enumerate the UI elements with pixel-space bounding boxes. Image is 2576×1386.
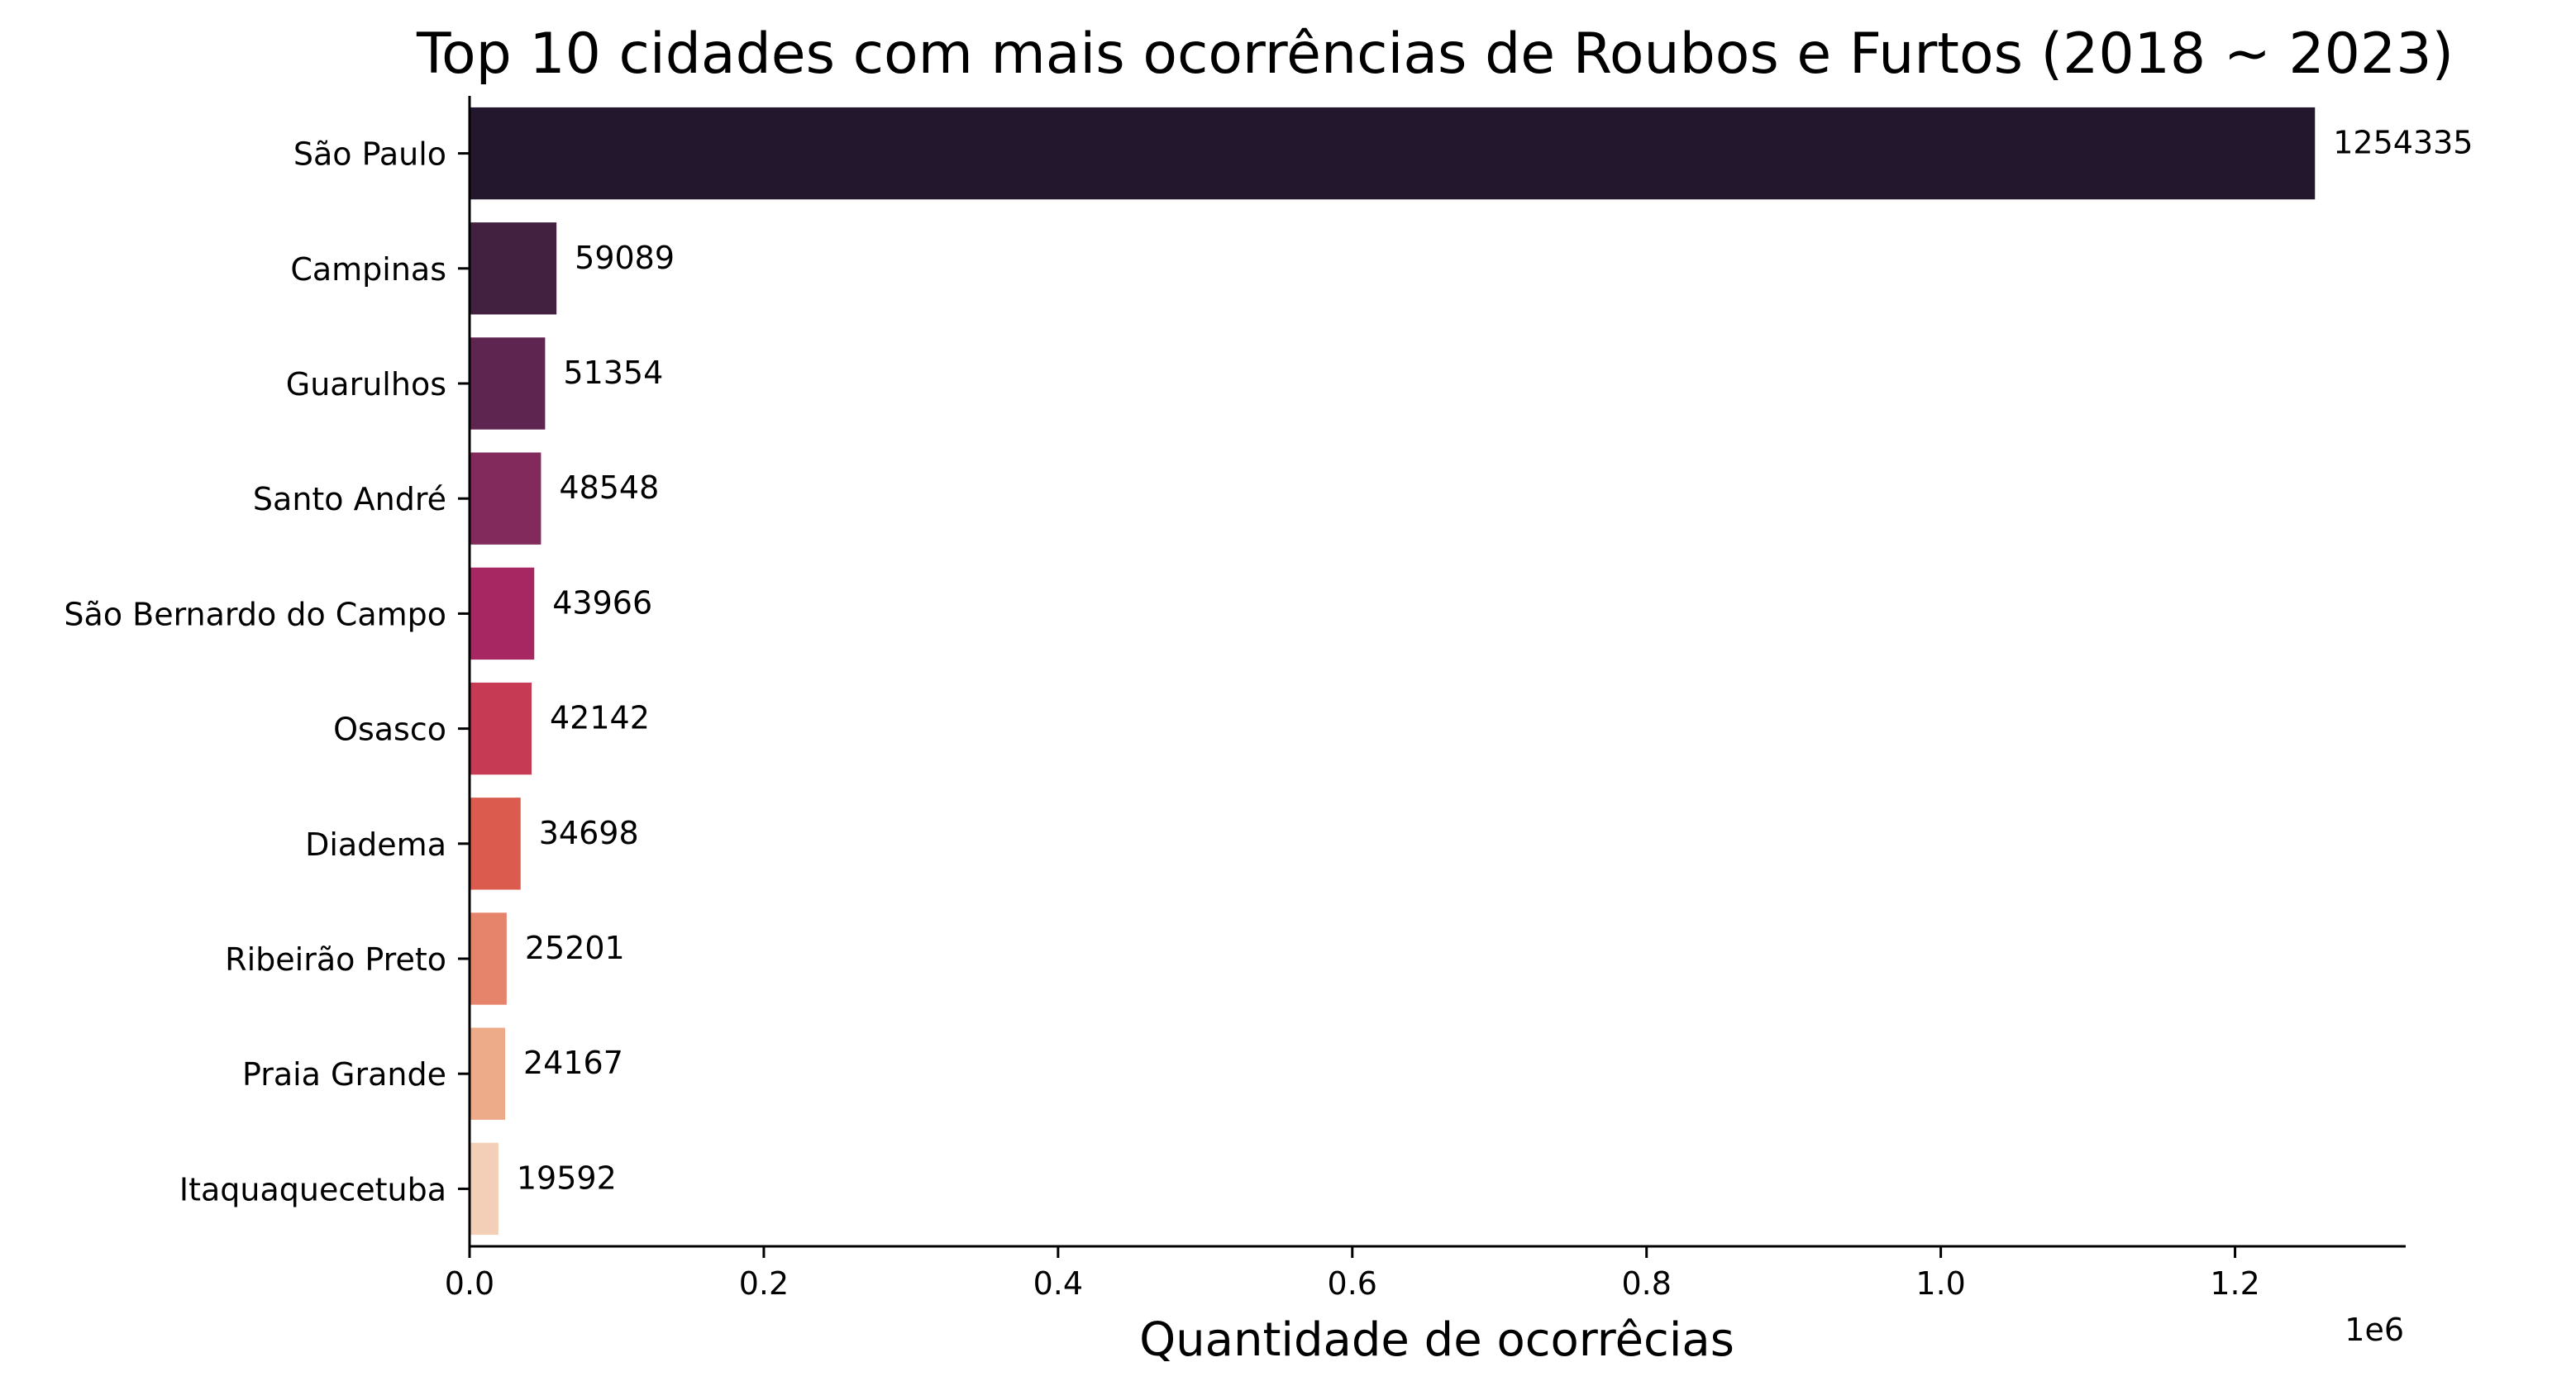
bar-2 bbox=[470, 337, 546, 430]
chart-title: Top 10 cidades com mais ocorrências de R… bbox=[416, 21, 2454, 87]
data-label-6: 34698 bbox=[539, 815, 639, 851]
y-tick-label-5: Osasco bbox=[333, 712, 446, 748]
bar-0 bbox=[470, 107, 2316, 200]
data-labels-layer: 1254335 59089 51354 48548 43966 42142 34698 252… bbox=[517, 125, 2473, 1197]
x-tick-label-3: 0.6 bbox=[1328, 1265, 1377, 1302]
data-label-0: 1254335 bbox=[2333, 125, 2473, 161]
data-label-2: 51354 bbox=[563, 355, 663, 391]
x-tick-label-6: 1.2 bbox=[2210, 1265, 2259, 1302]
x-tick-label-2: 0.4 bbox=[1033, 1265, 1083, 1302]
data-label-1: 59089 bbox=[575, 240, 675, 276]
y-tick-label-7: Ribeirão Preto bbox=[225, 941, 446, 978]
bar-9 bbox=[470, 1142, 499, 1236]
bar-3 bbox=[470, 452, 541, 545]
bar-1 bbox=[470, 222, 557, 315]
y-ticks: São Paulo Campinas Guarulhos Santo André São… bbox=[64, 136, 470, 1207]
y-tick-label-1: Campinas bbox=[290, 251, 446, 288]
x-axis: 0.0 0.2 0.4 0.6 0.8 1.0 1.2 1e6 bbox=[445, 1245, 2406, 1348]
bar-5 bbox=[470, 682, 532, 775]
x-ticks: 0.0 0.2 0.4 0.6 0.8 1.0 1.2 bbox=[445, 1246, 2260, 1302]
x-tick-label-4: 0.8 bbox=[1621, 1265, 1671, 1302]
bar-8 bbox=[470, 1027, 506, 1120]
y-tick-label-2: Guarulhos bbox=[286, 366, 446, 402]
x-tick-label-0: 0.0 bbox=[445, 1265, 494, 1302]
data-label-5: 42142 bbox=[550, 700, 650, 736]
y-tick-label-3: Santo André bbox=[253, 481, 446, 517]
data-label-7: 25201 bbox=[525, 930, 625, 966]
y-tick-label-9: Itaquaquecetuba bbox=[179, 1171, 446, 1207]
y-tick-label-4: São Bernardo do Campo bbox=[64, 596, 446, 632]
data-label-3: 48548 bbox=[559, 469, 659, 506]
bar-4 bbox=[470, 567, 535, 660]
x-tick-label-1: 0.2 bbox=[739, 1265, 789, 1302]
data-label-4: 43966 bbox=[552, 584, 652, 621]
data-label-8: 24167 bbox=[523, 1045, 623, 1081]
x-axis-offset-label: 1e6 bbox=[2345, 1312, 2404, 1348]
data-label-9: 19592 bbox=[517, 1160, 617, 1196]
y-tick-label-0: São Paulo bbox=[293, 136, 446, 173]
y-axis: São Paulo Campinas Guarulhos Santo André São… bbox=[64, 96, 471, 1246]
y-tick-label-6: Diadema bbox=[305, 826, 446, 863]
x-axis-label: Quantidade de ocorrêcias bbox=[1139, 1313, 1734, 1367]
y-tick-label-8: Praia Grande bbox=[242, 1056, 446, 1093]
x-tick-label-5: 1.0 bbox=[1915, 1265, 1965, 1302]
bars-layer bbox=[470, 107, 2316, 1236]
bar-6 bbox=[470, 798, 521, 890]
bar-7 bbox=[470, 912, 507, 1005]
